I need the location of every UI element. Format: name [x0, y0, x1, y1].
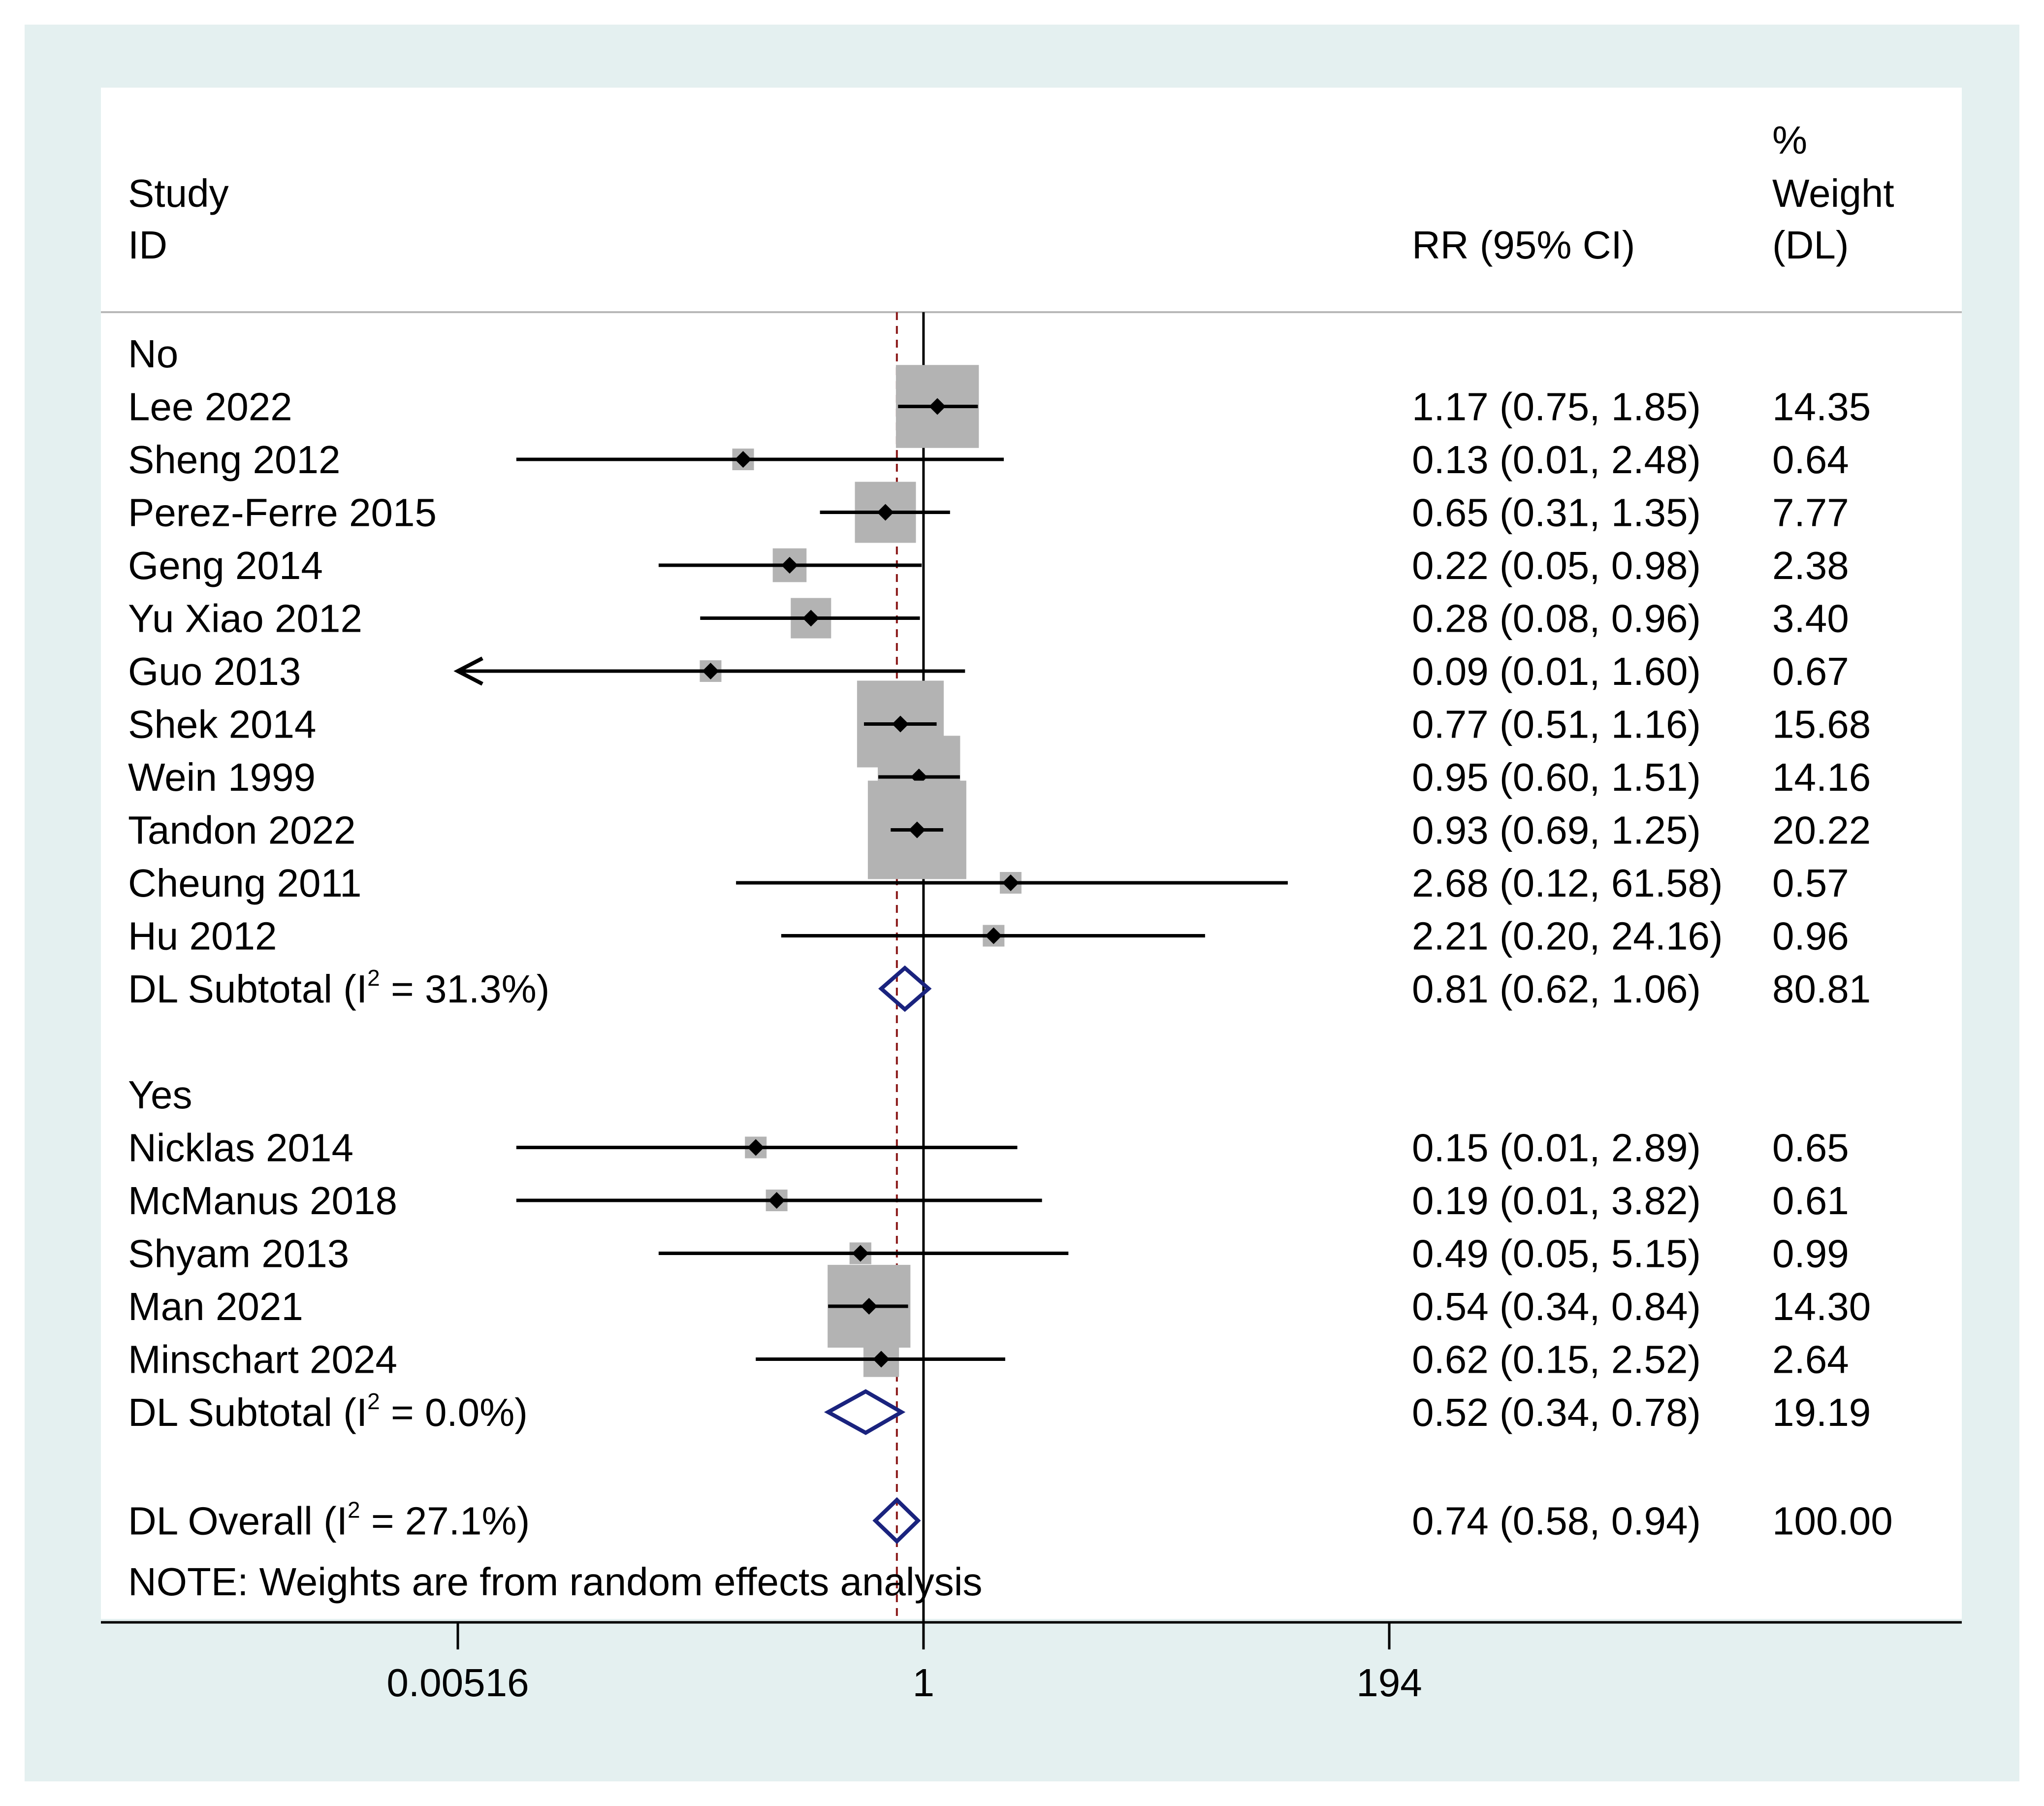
study-ci-text: 0.65 (0.31, 1.35): [1412, 491, 1701, 535]
study-weight-text: 7.77: [1772, 491, 1849, 535]
study-ci-text: 0.49 (0.05, 5.15): [1412, 1232, 1701, 1276]
study-point-estimate: [877, 504, 894, 521]
study-name: Tandon 2022: [128, 808, 356, 852]
study-weight-text: 3.40: [1772, 597, 1849, 641]
study-point-estimate: [747, 1139, 765, 1156]
study-weight-text: 0.96: [1772, 914, 1849, 958]
study-weight-text: 2.64: [1772, 1338, 1849, 1382]
study-name: Guo 2013: [128, 649, 301, 693]
study-point-estimate: [873, 1351, 890, 1368]
study-name: Cheung 2011: [128, 861, 362, 905]
study-point-estimate: [861, 1298, 878, 1315]
header-id: ID: [128, 223, 167, 267]
study-name: Yu Xiao 2012: [128, 597, 362, 641]
study-name: Hu 2012: [128, 914, 277, 958]
study-ci-text: 0.28 (0.08, 0.96): [1412, 597, 1701, 641]
study-ci-text: 0.54 (0.34, 0.84): [1412, 1285, 1701, 1328]
subtotal-label: DL Subtotal (I2 = 31.3%): [128, 965, 549, 1011]
study-point-estimate: [852, 1245, 869, 1262]
study-weight-text: 2.38: [1772, 544, 1849, 587]
study-name: Shek 2014: [128, 703, 317, 746]
study-point-estimate: [1002, 874, 1019, 891]
study-weight-text: 0.57: [1772, 861, 1849, 905]
study-name: Shyam 2013: [128, 1232, 349, 1276]
group-label: Yes: [128, 1073, 192, 1117]
study-point-estimate: [892, 715, 909, 733]
study-name: Wein 1999: [128, 755, 316, 799]
x-axis-tick-label: 1: [913, 1661, 935, 1705]
study-point-estimate: [781, 557, 798, 574]
study-ci-text: 0.13 (0.01, 2.48): [1412, 438, 1701, 482]
x-axis-tick-label: 194: [1356, 1661, 1422, 1705]
study-point-estimate: [985, 927, 1002, 944]
study-weight-text: 14.30: [1772, 1285, 1871, 1328]
study-name: Nicklas 2014: [128, 1126, 353, 1170]
plot-panel: [101, 88, 1962, 1619]
overall-ci-text: 0.74 (0.58, 0.94): [1412, 1499, 1701, 1543]
study-name: Minschart 2024: [128, 1338, 397, 1382]
weights-note: NOTE: Weights are from random effects an…: [128, 1560, 982, 1604]
x-axis-tick-label: 0.00516: [386, 1661, 529, 1705]
subtotal-ci-text: 0.81 (0.62, 1.06): [1412, 967, 1701, 1011]
study-point-estimate: [735, 451, 752, 468]
group-label: No: [128, 332, 178, 376]
study-name: Sheng 2012: [128, 438, 341, 482]
header-weight-percent: %: [1772, 118, 1807, 162]
study-point-estimate: [908, 821, 926, 838]
study-point-estimate: [702, 663, 719, 679]
subtotal-label: DL Subtotal (I2 = 0.0%): [128, 1388, 528, 1434]
overall-label: DL Overall (I2 = 27.1%): [128, 1497, 530, 1543]
study-ci-text: 0.62 (0.15, 2.52): [1412, 1338, 1701, 1382]
study-weight-text: 0.99: [1772, 1232, 1849, 1276]
header-study: Study: [128, 171, 229, 215]
study-name: McManus 2018: [128, 1179, 397, 1223]
study-weight-text: 14.16: [1772, 755, 1871, 799]
study-ci-text: 0.19 (0.01, 3.82): [1412, 1179, 1701, 1223]
study-name: Geng 2014: [128, 544, 323, 587]
subtotal-diamond: [824, 1389, 906, 1435]
study-ci-text: 0.95 (0.60, 1.51): [1412, 755, 1701, 799]
study-name: Perez-Ferre 2015: [128, 491, 437, 535]
study-weight-text: 20.22: [1772, 808, 1871, 852]
study-weight-text: 0.61: [1772, 1179, 1849, 1223]
study-ci-text: 0.22 (0.05, 0.98): [1412, 544, 1701, 587]
study-weight-text: 0.67: [1772, 649, 1849, 693]
subtotal-weight-text: 80.81: [1772, 967, 1871, 1011]
study-point-estimate: [802, 610, 820, 627]
header-effect: RR (95% CI): [1412, 223, 1635, 267]
study-weight-text: 14.35: [1772, 385, 1871, 429]
study-name: Lee 2022: [128, 385, 292, 429]
header-weight: Weight: [1772, 171, 1894, 215]
subtotal-diamond: [878, 965, 932, 1012]
subtotal-weight-text: 19.19: [1772, 1390, 1871, 1434]
study-weight-text: 15.68: [1772, 703, 1871, 746]
study-point-estimate: [768, 1192, 785, 1209]
study-ci-arrow: [453, 656, 483, 686]
overall-weight-text: 100.00: [1772, 1499, 1893, 1543]
overall-diamond: [872, 1497, 921, 1544]
study-ci-text: 0.15 (0.01, 2.89): [1412, 1126, 1701, 1170]
study-weight-text: 0.65: [1772, 1126, 1849, 1170]
study-ci-text: 2.68 (0.12, 61.58): [1412, 861, 1723, 905]
study-ci-text: 2.21 (0.20, 24.16): [1412, 914, 1723, 958]
study-name: Man 2021: [128, 1285, 303, 1328]
header-weight-method: (DL): [1772, 223, 1849, 267]
subtotal-ci-text: 0.52 (0.34, 0.78): [1412, 1390, 1701, 1434]
study-ci-text: 0.77 (0.51, 1.16): [1412, 703, 1701, 746]
study-weight-text: 0.64: [1772, 438, 1849, 482]
study-ci-text: 0.09 (0.01, 1.60): [1412, 649, 1701, 693]
study-point-estimate: [929, 398, 946, 415]
study-ci-text: 1.17 (0.75, 1.85): [1412, 385, 1701, 429]
study-ci-text: 0.93 (0.69, 1.25): [1412, 808, 1701, 852]
